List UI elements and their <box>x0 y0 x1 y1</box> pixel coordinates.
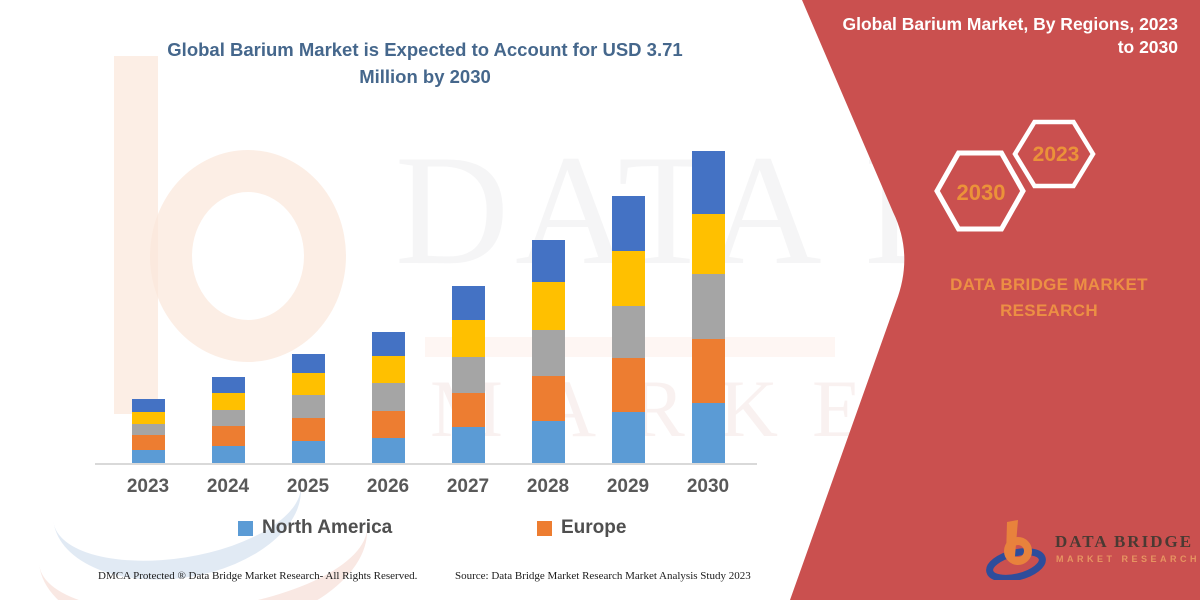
bar-segment <box>131 449 165 463</box>
bar-segment <box>211 446 245 463</box>
bar-segment <box>211 377 245 394</box>
bar-segment <box>691 214 725 275</box>
bar-chart <box>108 143 748 463</box>
bar-segment <box>611 358 645 412</box>
bar-segment <box>291 373 325 396</box>
x-axis-line <box>95 463 757 465</box>
bar-segment <box>611 250 645 306</box>
bar-segment <box>291 417 325 442</box>
bar-segment <box>211 393 245 411</box>
legend-label-europe: Europe <box>561 517 627 538</box>
chart-title-line1: Global Barium Market is Expected to Acco… <box>167 39 683 60</box>
bar-segment <box>371 332 405 356</box>
bar-2030 <box>691 151 725 463</box>
hexagon-2030 <box>934 150 1026 232</box>
x-axis-label-2028: 2028 <box>526 476 570 497</box>
x-axis-label-2025: 2025 <box>286 476 330 497</box>
bar-segment <box>131 423 165 435</box>
bar-2024 <box>211 377 245 463</box>
bar-2027 <box>451 285 485 463</box>
bar-segment <box>371 355 405 384</box>
red-panel-shape <box>790 0 1200 600</box>
x-axis-label-2026: 2026 <box>366 476 410 497</box>
bar-2026 <box>371 332 405 463</box>
bar-segment <box>611 195 645 251</box>
chart-title-line2: Million by 2030 <box>359 66 491 87</box>
legend-swatch-north-america <box>238 520 253 536</box>
bar-segment <box>691 338 725 404</box>
chart-title: Global Barium Market is Expected to Acco… <box>125 36 725 90</box>
legend-label-north-america: North America <box>262 517 393 538</box>
bar-segment <box>691 274 725 339</box>
x-axis-label-2023: 2023 <box>126 476 170 497</box>
bar-segment <box>211 410 245 427</box>
footer-source-text: Source: Data Bridge Market Research Mark… <box>455 570 751 582</box>
bar-segment <box>451 392 485 427</box>
bar-segment <box>611 305 645 359</box>
bar-segment <box>291 441 325 463</box>
bar-segment <box>371 410 405 438</box>
bar-segment <box>451 285 485 321</box>
x-axis-label-2024: 2024 <box>206 476 250 497</box>
bar-segment <box>211 426 245 447</box>
bar-segment <box>451 426 485 463</box>
bar-2029 <box>611 195 645 463</box>
footer-dmca-text: DMCA Protected ® Data Bridge Market Rese… <box>98 570 418 582</box>
bar-segment <box>451 357 485 393</box>
bar-segment <box>611 411 645 463</box>
x-axis-labels: 2023 2024 2025 2026 2027 2028 2029 2030 <box>108 476 748 498</box>
bar-segment <box>531 375 565 421</box>
bar-segment <box>131 434 165 450</box>
x-axis-label-2027: 2027 <box>446 476 490 497</box>
bar-segment <box>131 411 165 424</box>
bar-2028 <box>531 239 565 463</box>
bar-segment <box>451 320 485 358</box>
bar-segment <box>371 383 405 411</box>
bar-segment <box>691 403 725 463</box>
bar-segment <box>531 282 565 331</box>
legend-item-north-america: North America <box>238 517 392 539</box>
legend-swatch-europe <box>537 520 552 536</box>
legend-item-europe: Europe <box>537 517 626 539</box>
bar-segment <box>531 239 565 283</box>
hexagon-2023 <box>1012 119 1096 189</box>
bar-segment <box>291 395 325 418</box>
x-axis-label-2030: 2030 <box>686 476 730 497</box>
bar-segment <box>691 151 725 215</box>
bar-segment <box>531 330 565 376</box>
bar-segment <box>531 421 565 463</box>
x-axis-label-2029: 2029 <box>606 476 650 497</box>
bar-segment <box>371 437 405 463</box>
